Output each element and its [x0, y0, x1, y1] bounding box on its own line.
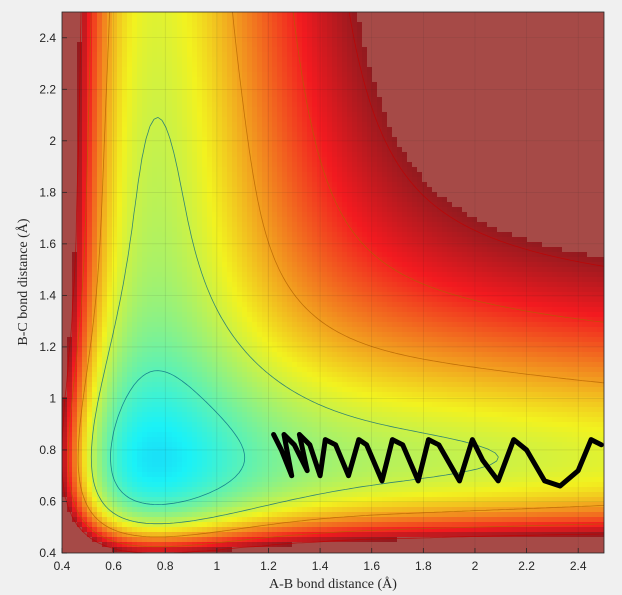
y-tick-label: 0.8 — [39, 443, 56, 457]
y-tick-label: 0.4 — [39, 546, 56, 560]
y-tick-label: 2 — [49, 134, 56, 148]
y-tick-label: 1.2 — [39, 340, 56, 354]
y-tick-label: 0.6 — [39, 494, 56, 508]
x-axis-title: A-B bond distance (Å) — [269, 576, 397, 592]
y-tick-label: 2.4 — [39, 31, 56, 45]
contour-line — [110, 370, 246, 505]
x-tick-labels: 0.4 0.6 0.8 1 1.2 1.4 1.6 1.8 2 2.2 2.4 — [54, 559, 587, 573]
y-tick-label: 1.6 — [39, 237, 56, 251]
x-tick-label: 0.8 — [157, 559, 174, 573]
contour-lines — [62, 12, 604, 553]
x-tick-label: 2.2 — [518, 559, 535, 573]
y-tick-labels: 0.4 0.6 0.8 1 1.2 1.4 1.6 1.8 2 2.2 2.4 — [39, 31, 56, 560]
x-tick-label: 2 — [472, 559, 479, 573]
tick-marks — [61, 37, 579, 554]
energy-colormap — [62, 12, 604, 553]
y-axis-title: B-C bond distance (Å) — [15, 218, 31, 345]
x-tick-label: 1 — [214, 559, 221, 573]
contour-line — [77, 12, 604, 538]
x-tick-label: 2.4 — [570, 559, 587, 573]
y-tick-label: 1 — [49, 391, 56, 405]
x-tick-label: 1.6 — [363, 559, 380, 573]
trajectory-line — [271, 432, 604, 489]
x-tick-label: 1.2 — [260, 559, 277, 573]
trajectory-layer — [271, 432, 604, 489]
y-tick-label: 2.2 — [39, 82, 56, 96]
plot-frame — [61, 11, 605, 554]
contour-line — [90, 117, 499, 525]
contour-line — [67, 12, 604, 548]
contour-line — [62, 12, 604, 553]
x-tick-label: 1.8 — [415, 559, 432, 573]
y-tick-label: 1.8 — [39, 185, 56, 199]
y-tick-label: 1.4 — [39, 288, 56, 302]
x-tick-label: 1.4 — [312, 559, 329, 573]
x-tick-label: 0.4 — [54, 559, 71, 573]
x-tick-label: 0.6 — [105, 559, 122, 573]
